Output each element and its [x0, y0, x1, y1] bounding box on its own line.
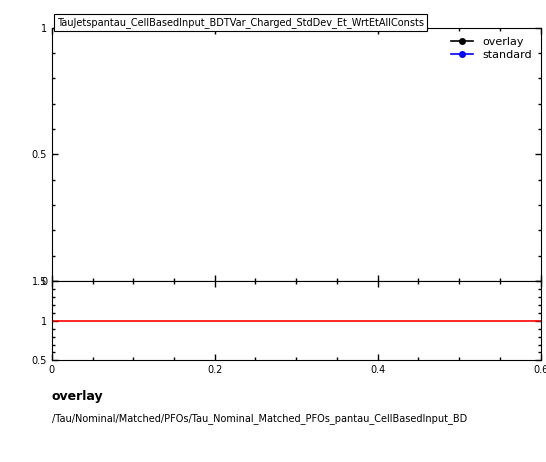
Legend: overlay, standard: overlay, standard: [448, 33, 535, 63]
Text: /Tau/Nominal/Matched/PFOs/Tau_Nominal_Matched_PFOs_pantau_CellBasedInput_BD: /Tau/Nominal/Matched/PFOs/Tau_Nominal_Ma…: [52, 413, 467, 425]
Text: overlay: overlay: [52, 390, 104, 403]
Text: TauJetspantau_CellBasedInput_BDTVar_Charged_StdDev_Et_WrtEtAllConsts: TauJetspantau_CellBasedInput_BDTVar_Char…: [57, 17, 424, 28]
